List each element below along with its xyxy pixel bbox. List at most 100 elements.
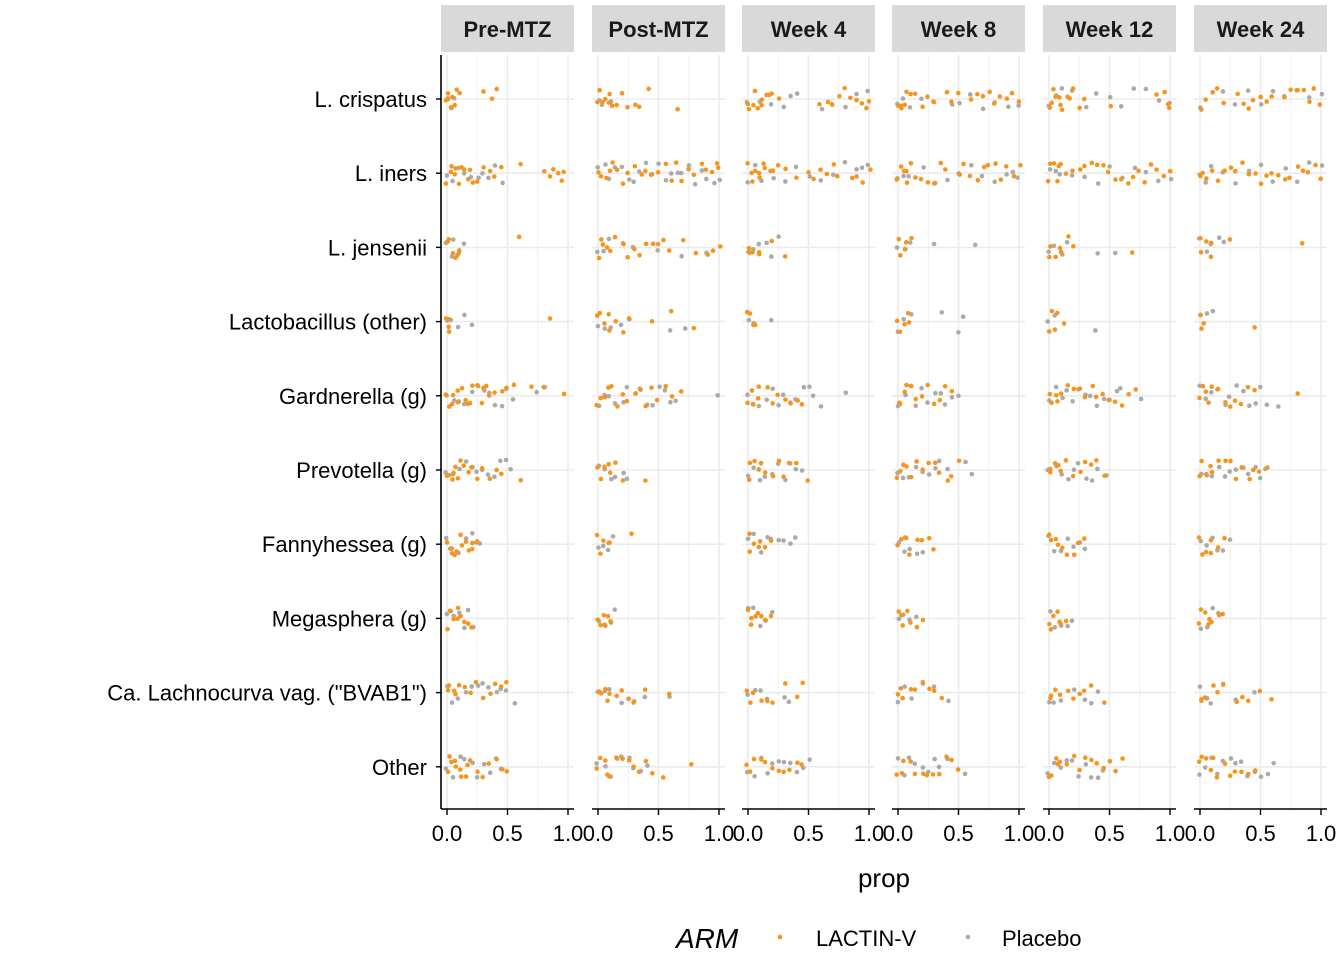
- data-point: [1053, 536, 1059, 542]
- data-point: [902, 389, 907, 395]
- data-point: [450, 178, 455, 184]
- data-point: [750, 179, 755, 184]
- data-point: [626, 696, 631, 702]
- data-point: [595, 617, 600, 623]
- data-point: [1064, 761, 1070, 767]
- data-point: [1265, 771, 1271, 777]
- data-point: [908, 240, 913, 245]
- category-label: Prevotella (g): [296, 458, 427, 483]
- data-point: [594, 532, 600, 538]
- data-point: [1222, 761, 1228, 766]
- data-point: [758, 757, 764, 762]
- data-point: [1208, 550, 1214, 556]
- data-point: [714, 161, 720, 166]
- data-point: [1047, 621, 1052, 627]
- data-point: [900, 623, 905, 628]
- data-point: [896, 609, 902, 614]
- data-point: [992, 179, 997, 185]
- data-point: [1197, 684, 1203, 689]
- data-point: [1270, 88, 1276, 94]
- data-point: [603, 758, 608, 763]
- data-point: [913, 175, 918, 180]
- data-point: [601, 612, 607, 618]
- data-point: [655, 248, 660, 253]
- data-point: [542, 168, 547, 174]
- data-point: [1065, 688, 1071, 694]
- x-tick-label: 0.0: [432, 821, 463, 846]
- data-point: [757, 539, 763, 544]
- data-point: [800, 765, 806, 771]
- data-point: [765, 771, 770, 776]
- data-point: [783, 166, 788, 172]
- data-point: [1216, 235, 1222, 241]
- data-point: [483, 383, 489, 389]
- data-point: [1283, 166, 1289, 171]
- data-point: [624, 476, 630, 482]
- data-point: [615, 404, 620, 409]
- data-point: [474, 469, 479, 475]
- data-point: [1071, 467, 1077, 473]
- data-point: [1088, 683, 1094, 688]
- data-point: [504, 385, 509, 391]
- data-point: [745, 161, 750, 166]
- data-point: [1319, 91, 1325, 97]
- legend-title: ARM: [674, 923, 739, 954]
- data-point: [444, 611, 450, 617]
- data-point: [757, 175, 762, 180]
- data-point: [547, 316, 553, 321]
- data-point: [443, 535, 449, 541]
- data-point: [980, 106, 986, 112]
- data-point: [931, 181, 937, 186]
- data-point: [643, 160, 649, 166]
- data-point: [682, 326, 688, 331]
- data-point: [686, 166, 691, 172]
- data-point: [919, 394, 925, 399]
- data-point: [770, 168, 776, 174]
- data-point: [1051, 243, 1057, 249]
- data-point: [745, 692, 750, 698]
- data-point: [806, 169, 811, 175]
- data-point: [1256, 469, 1262, 474]
- data-point: [1046, 254, 1052, 260]
- data-point: [799, 402, 805, 407]
- data-point: [948, 473, 954, 479]
- legend-label-lactin-v: LACTIN-V: [816, 926, 917, 951]
- category-label: L. jensenii: [328, 235, 427, 260]
- data-point: [663, 161, 669, 167]
- data-point: [799, 468, 805, 473]
- data-point: [462, 312, 467, 318]
- data-point: [612, 474, 618, 480]
- data-point: [1082, 536, 1087, 541]
- data-point: [1203, 396, 1208, 402]
- data-point: [933, 465, 938, 471]
- data-point: [749, 388, 755, 393]
- data-point: [498, 684, 504, 689]
- data-point: [1106, 397, 1112, 403]
- data-point: [788, 93, 793, 99]
- data-point: [631, 179, 637, 185]
- data-point: [626, 177, 632, 182]
- data-point: [1101, 163, 1106, 168]
- data-point: [462, 619, 467, 625]
- data-point: [1047, 469, 1053, 475]
- data-point: [1241, 388, 1246, 394]
- data-point: [945, 478, 951, 483]
- data-point: [1045, 178, 1051, 184]
- data-point: [1084, 476, 1089, 481]
- data-point: [625, 170, 630, 176]
- data-point: [691, 172, 697, 178]
- data-point: [466, 548, 472, 553]
- data-point: [1214, 86, 1220, 91]
- data-point: [610, 534, 616, 539]
- data-point: [1006, 104, 1011, 110]
- data-point: [1055, 542, 1061, 548]
- data-point: [931, 241, 937, 247]
- data-point: [987, 89, 992, 95]
- data-point: [717, 177, 723, 183]
- legend-key-lactin-v: [777, 934, 783, 940]
- data-point: [744, 688, 750, 694]
- data-point: [455, 605, 461, 611]
- data-point: [1058, 161, 1063, 167]
- data-point: [446, 316, 452, 322]
- data-point: [1058, 391, 1064, 396]
